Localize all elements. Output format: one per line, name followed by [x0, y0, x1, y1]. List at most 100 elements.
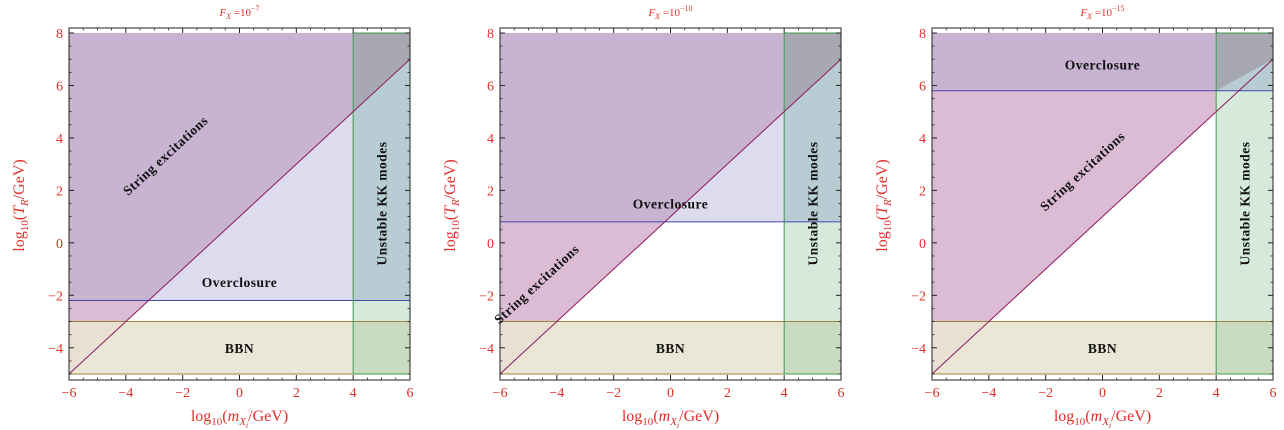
- y-tick-label: 6: [56, 79, 63, 94]
- x-tick-label: 6: [838, 386, 845, 401]
- x-label-sub-i: i: [246, 421, 248, 430]
- x-label-log-base: 10: [211, 416, 223, 428]
- y-label-paren: (: [874, 215, 891, 220]
- unstable-kk-label: Unstable KK modes: [806, 141, 821, 265]
- x-tick-label: 4: [1213, 386, 1220, 401]
- overclosure-label: Overclosure: [202, 275, 278, 290]
- kk-bbn-overlap: [784, 321, 841, 374]
- y-label-log: log: [11, 231, 28, 251]
- y-tick-label: 8: [487, 27, 494, 42]
- x-label-paren: (: [1085, 408, 1090, 425]
- plot-title: FX =10−10: [647, 4, 692, 21]
- y-tick-label: 6: [487, 79, 494, 94]
- unstable-kk-label: Unstable KK modes: [1238, 141, 1253, 265]
- y-label-t: T: [11, 205, 28, 215]
- x-axis-label: log10(mXi/GeV): [622, 408, 719, 430]
- y-tick-label: 8: [56, 27, 63, 42]
- x-label-paren: (: [222, 408, 227, 425]
- x-tick-label: 0: [667, 386, 674, 401]
- x-tick-label: 2: [724, 386, 731, 401]
- x-tick-label: 0: [1099, 386, 1106, 401]
- x-label-sub-i: i: [677, 421, 679, 430]
- x-tick-label: 2: [1156, 386, 1163, 401]
- y-tick-label: 2: [919, 184, 926, 199]
- kk-bbn-overlap: [1216, 321, 1273, 374]
- x-label-paren: (: [653, 408, 658, 425]
- bbn-label: BBN: [225, 341, 254, 356]
- title-subscript: X: [225, 12, 232, 21]
- x-label-log-base: 10: [1074, 416, 1086, 428]
- x-tick-label: 4: [350, 386, 357, 401]
- overclosure-label: Overclosure: [633, 197, 709, 212]
- x-label-log: log: [191, 408, 211, 425]
- x-tick-label: −6: [62, 386, 77, 401]
- x-label-sub-x: X: [669, 416, 678, 428]
- x-axis-label: log10(mXi/GeV): [191, 408, 288, 430]
- x-label-log-base: 10: [642, 416, 654, 428]
- bbn-label: BBN: [656, 341, 685, 356]
- y-label-sub-r: R: [450, 199, 462, 207]
- x-label-log: log: [1054, 408, 1074, 425]
- y-label-unit: /GeV): [874, 159, 891, 199]
- y-tick-label: 4: [919, 132, 926, 147]
- y-tick-label: −4: [479, 342, 494, 357]
- y-label-paren: (: [442, 215, 459, 220]
- title-subscript: X: [1086, 12, 1093, 21]
- x-tick-label: 0: [236, 386, 243, 401]
- title-exponent: −7: [251, 4, 260, 13]
- title-main: F: [647, 7, 655, 19]
- y-tick-label: 2: [487, 184, 494, 199]
- unstable-kk-label: Unstable KK modes: [375, 141, 390, 265]
- x-tick-label: −2: [1038, 386, 1053, 401]
- x-label-unit: /GeV): [1111, 408, 1151, 425]
- y-tick-label: −2: [479, 289, 494, 304]
- title-exponent: −15: [1112, 4, 1125, 13]
- title-main: F: [1079, 7, 1087, 19]
- string-overclosure-overlap: [932, 33, 1273, 91]
- y-label-t: T: [442, 205, 459, 215]
- y-tick-label: −2: [911, 289, 926, 304]
- y-tick-label: 4: [56, 132, 63, 147]
- x-label-m: m: [228, 408, 240, 425]
- y-tick-label: 6: [919, 79, 926, 94]
- x-label-sub-x: X: [1101, 416, 1110, 428]
- y-label-log-base: 10: [882, 220, 894, 232]
- kk-bbn-overlap: [353, 321, 410, 374]
- x-tick-label: 4: [781, 386, 788, 401]
- y-label-log-base: 10: [19, 220, 31, 232]
- title-equals: =10: [660, 7, 680, 19]
- overclosure-label: Overclosure: [1065, 57, 1141, 72]
- x-tick-label: −6: [493, 386, 508, 401]
- y-tick-label: 0: [919, 237, 926, 252]
- x-tick-label: −4: [549, 386, 564, 401]
- x-tick-label: 6: [407, 386, 414, 401]
- y-tick-label: 0: [487, 237, 494, 252]
- y-label-paren: (: [11, 215, 28, 220]
- y-tick-label: 4: [487, 132, 494, 147]
- title-equals: =10: [1092, 7, 1112, 19]
- string-overclosure-overlap: [500, 33, 841, 222]
- x-tick-label: −4: [118, 386, 133, 401]
- y-tick-label: 8: [919, 27, 926, 42]
- y-label-unit: /GeV): [442, 159, 459, 199]
- y-label-t: T: [874, 205, 891, 215]
- plot-title: FX =10−15: [1079, 4, 1124, 21]
- x-label-unit: /GeV): [248, 408, 288, 425]
- y-label-sub-r: R: [882, 199, 894, 207]
- y-label-sub-r: R: [19, 199, 31, 207]
- y-axis-label: log10(TR/GeV): [11, 159, 31, 251]
- plot-title: FX =10−7: [218, 4, 259, 21]
- title-subscript: X: [654, 12, 661, 21]
- y-axis-label: log10(TR/GeV): [442, 159, 462, 251]
- kk-string-overlap: [353, 33, 410, 112]
- x-label-log: log: [622, 408, 642, 425]
- y-label-log: log: [442, 231, 459, 251]
- y-tick-label: 2: [56, 184, 63, 199]
- y-tick-label: −4: [911, 342, 926, 357]
- bbn-label: BBN: [1088, 341, 1117, 356]
- title-main: F: [218, 7, 226, 19]
